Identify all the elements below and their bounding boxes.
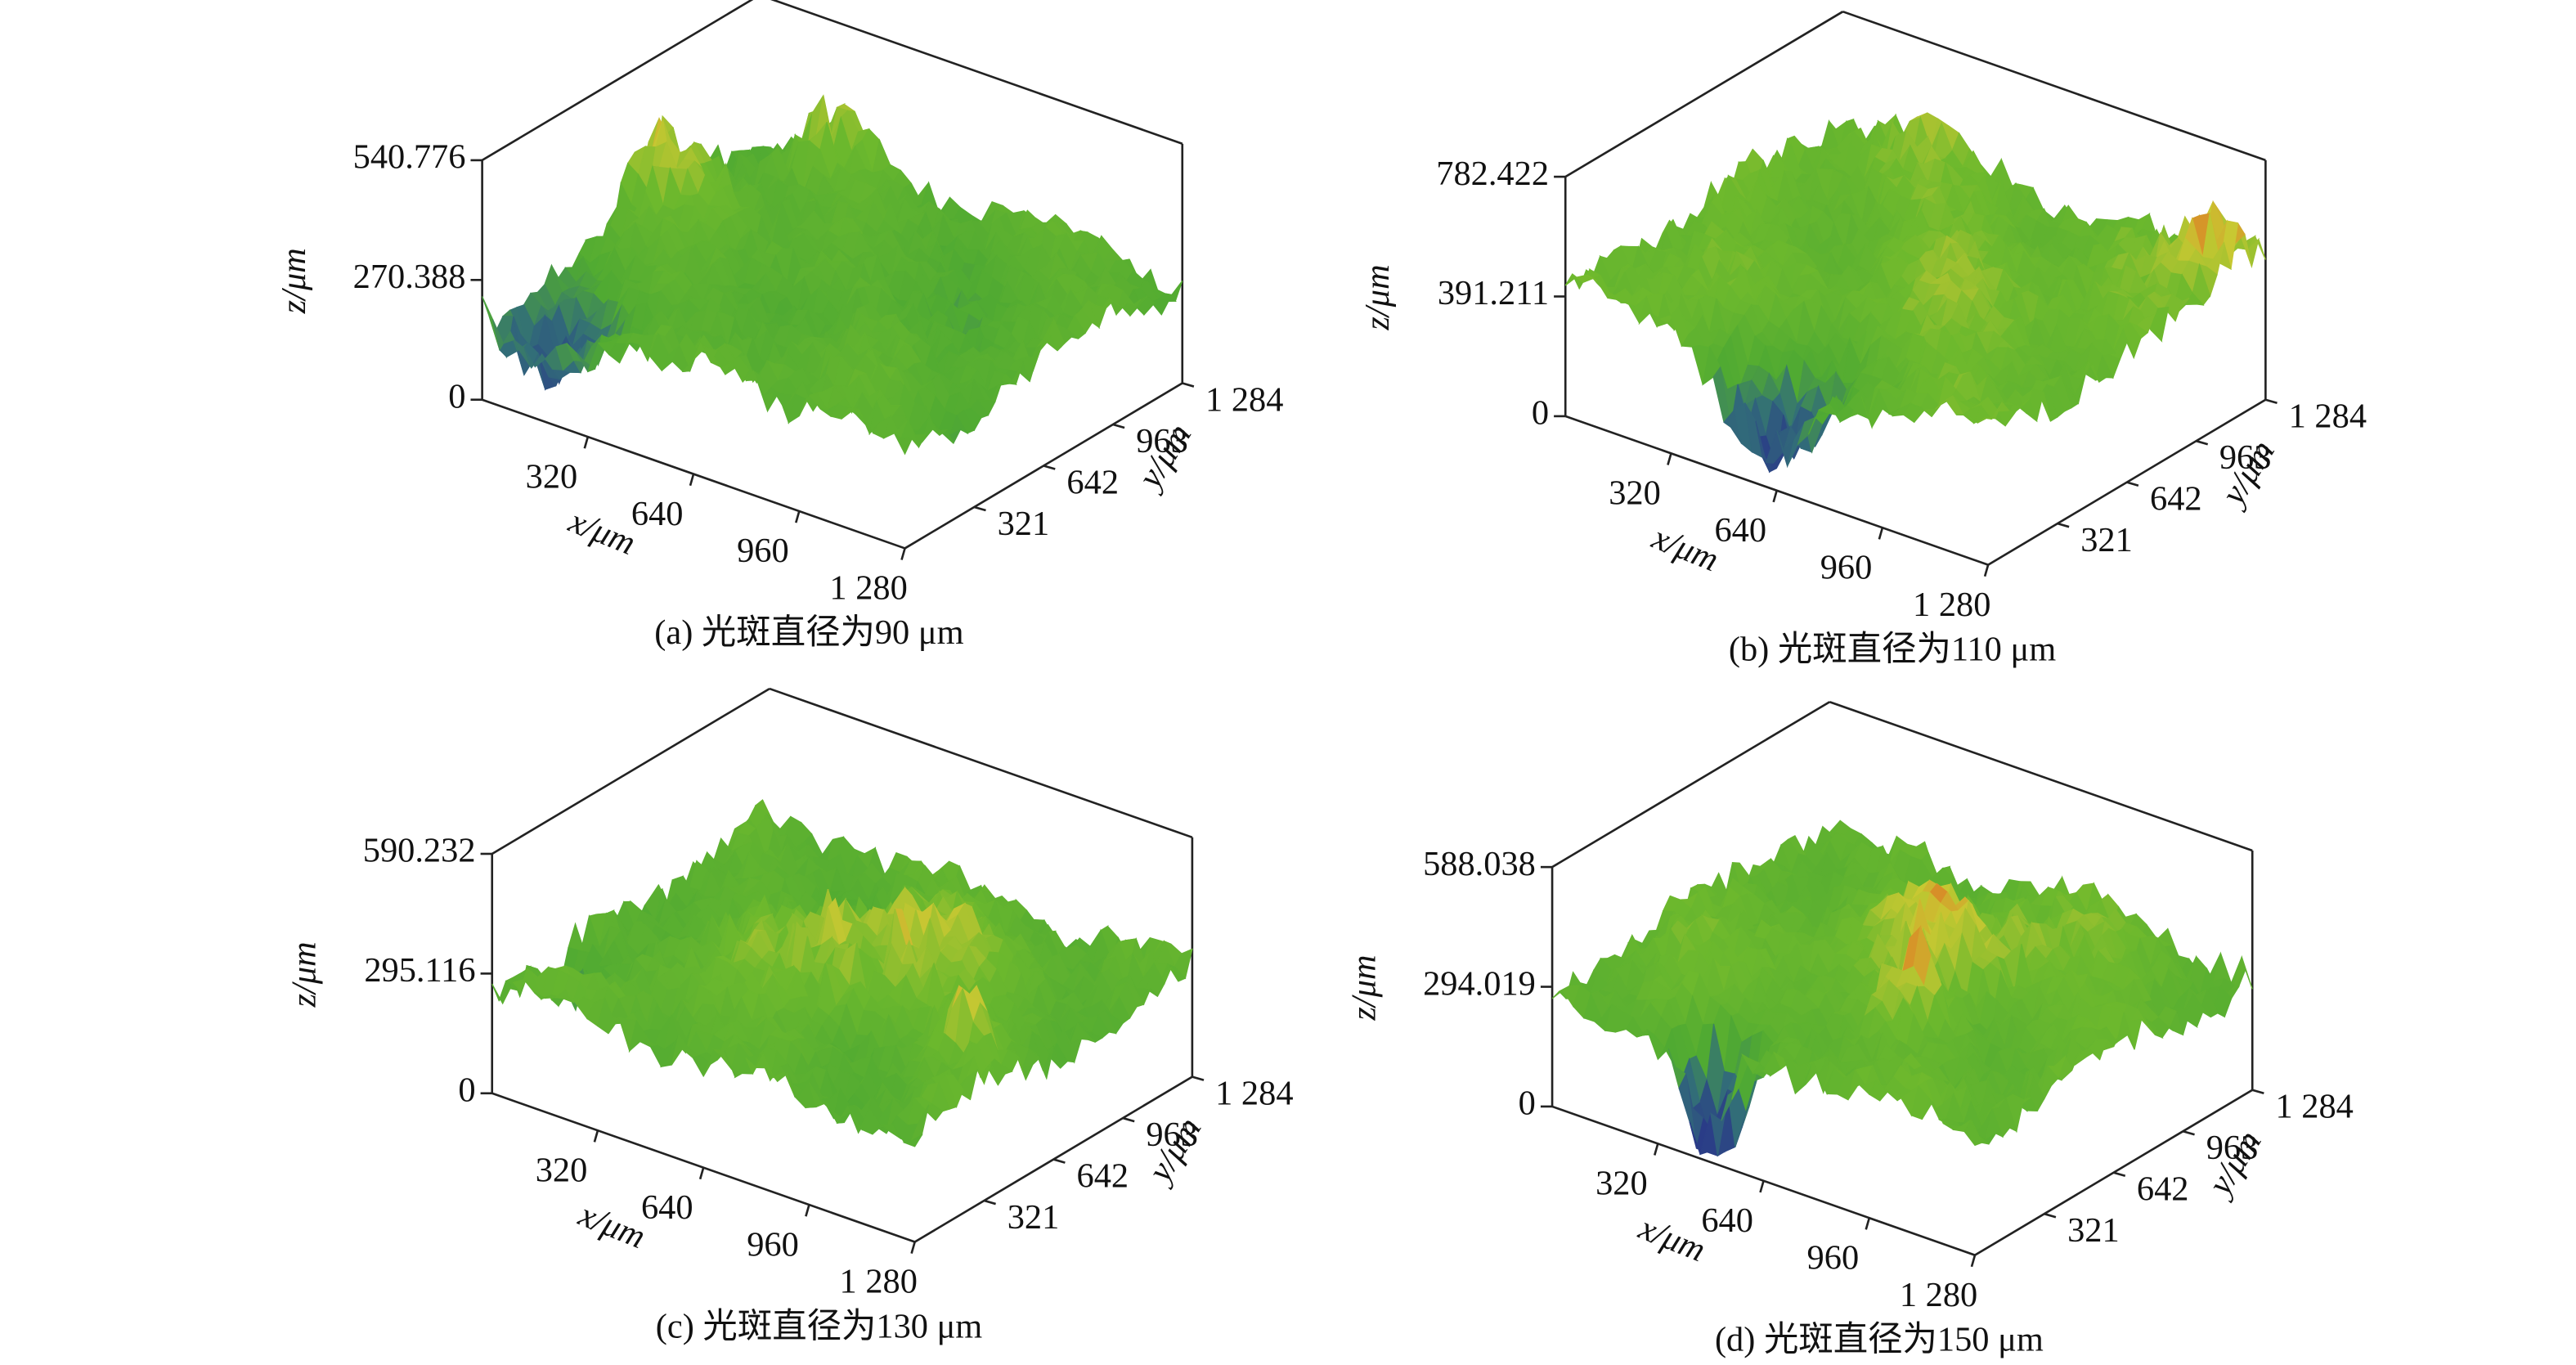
y-tick-label: 321 [1008,1198,1060,1237]
z-tick-label: 270.388 [353,258,466,296]
y-tick [1052,1158,1066,1164]
z-axis-title: z/μm [285,941,323,1008]
x-tick [805,1204,810,1217]
x-tick-label: 640 [631,495,684,533]
y-tick [1122,1116,1135,1123]
panel: 320 640 960 1 280 321 642 963 1 284 0 270.388 540.… [275,0,1283,652]
x-tick [593,1129,599,1143]
box-edge [1829,700,2253,852]
x-tick-label: 320 [526,457,578,496]
z-axis-title: z/μm [1358,264,1397,330]
x-tick-label: 320 [1609,474,1661,513]
x-tick [698,1167,705,1180]
caption: (c) 光斑直径为130 μm [656,1307,983,1345]
x-tick-label: 960 [1820,548,1873,586]
surface [491,799,1193,1147]
box-edge [770,0,1183,145]
y-tick [2057,522,2070,528]
x-tick [689,474,695,487]
y-tick-label: 321 [998,505,1050,543]
box-edge [1842,10,2266,162]
x-axis-title: x/μm [573,1195,651,1256]
y-tick-label: 642 [2150,480,2202,519]
box-edge [491,687,770,855]
z-tick-label: 0 [458,1071,475,1110]
surface [1564,112,2266,474]
z-tick-label: 295.116 [364,951,475,990]
x-tick-label: 960 [747,1225,799,1264]
x-tick [1772,490,1778,503]
y-tick-label: 321 [2080,521,2133,559]
y-tick [2126,481,2139,487]
z-axis-title: z/μm [275,248,313,314]
y-tick [1112,423,1125,429]
y-tick [973,505,986,512]
y-tick-label: 642 [1077,1157,1129,1196]
z-tick-label: 0 [1532,394,1549,433]
x-tick [583,436,590,449]
caption: (b) 光斑直径为110 μm [1729,630,2056,668]
z-tick-label: 0 [448,377,465,415]
surface [1551,819,2253,1157]
x-tick [1983,564,1990,577]
box-edge [481,0,754,162]
x-tick [910,1242,916,1255]
y-tick [1182,382,1195,388]
surface [482,94,1183,456]
y-tick [1192,1075,1205,1081]
caption: (a) 光斑直径为90 μm [654,613,963,652]
x-axis-title: x/μm [563,501,640,563]
y-tick [984,1199,996,1206]
y-tick [2196,439,2209,446]
z-tick-label: 540.776 [353,138,466,177]
surface-patch [894,433,913,456]
x-tick-label: 320 [536,1151,588,1189]
box-edge [1564,11,1844,178]
y-tick-label: 642 [1066,463,1119,501]
x-tick [1667,452,1672,465]
y-tick-label: 1 284 [1205,380,1283,419]
x-tick [795,510,801,523]
z-tick-label: 782.422 [1436,155,1549,193]
y-tick-label: 1 284 [1215,1075,1293,1113]
z-tick-label: 391.211 [1438,274,1549,312]
x-tick-label: 1 280 [1913,586,1990,624]
x-tick-label: 1 280 [840,1263,918,1301]
x-tick-label: 1 280 [829,569,907,608]
x-tick [900,548,906,560]
x-axis-title: x/μm [1646,518,1724,579]
y-tick [2265,398,2278,405]
y-tick-label: 963 [1136,422,1188,460]
y-tick-label: 1 284 [2289,397,2367,436]
y-tick [1043,465,1056,470]
x-tick [1878,527,1884,540]
surface-patch [482,296,500,350]
z-tick-label: 590.232 [363,832,476,870]
x-tick-label: 960 [737,532,789,570]
box-edge [769,687,1193,839]
